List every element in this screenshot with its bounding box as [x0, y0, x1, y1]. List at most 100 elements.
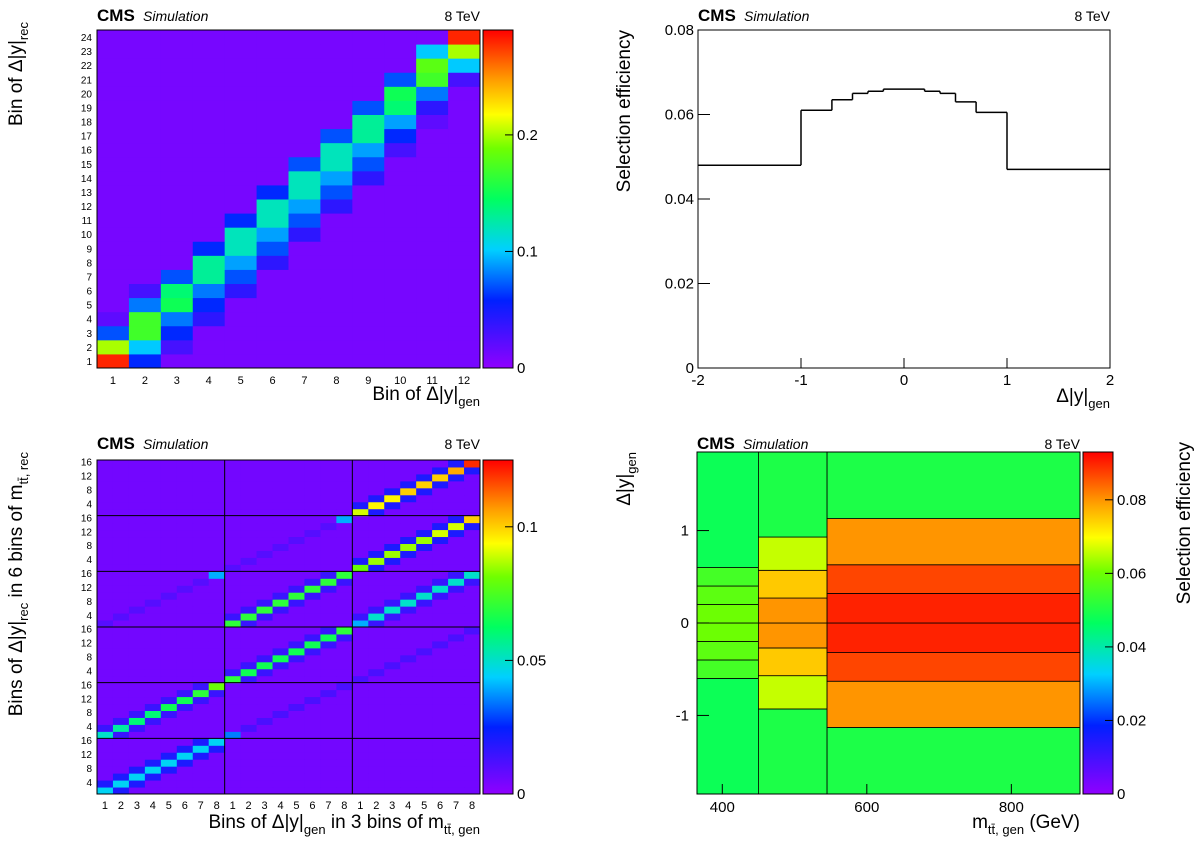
- heatmap-cell: [160, 353, 194, 369]
- heatmap-cell: [336, 550, 353, 558]
- heatmap-cell: [400, 731, 417, 739]
- heatmap-cell: [224, 627, 242, 635]
- heatmap-cell: [352, 515, 369, 524]
- heatmap-cell: [128, 682, 146, 691]
- heatmap-cell: [97, 494, 114, 503]
- heatmap-cell: [320, 543, 337, 551]
- heatmap-cell: [826, 564, 1081, 594]
- heatmap-cell: [208, 675, 226, 684]
- heatmap-cell: [288, 738, 305, 746]
- heatmap-cell: [416, 689, 433, 698]
- heatmap-cell: [416, 269, 449, 284]
- heatmap-cell: [224, 738, 242, 746]
- heatmap-cell: [304, 773, 321, 781]
- heatmap-cell: [240, 550, 258, 558]
- heatmap-cell: [240, 578, 258, 586]
- heatmap-cell: [128, 773, 146, 781]
- heatmap-cell: [352, 339, 385, 355]
- heatmap-cell: [320, 689, 337, 698]
- heatmap-cell: [416, 184, 449, 200]
- y-tick-label: 1: [86, 357, 92, 368]
- x-tick-label: 400: [710, 799, 735, 816]
- heatmap-cell: [320, 460, 337, 468]
- heatmap-cell: [304, 710, 321, 718]
- heatmap-cell: [176, 487, 194, 496]
- heatmap-cell: [176, 508, 194, 517]
- y-tick-label: 16: [81, 625, 93, 636]
- heatmap-cell: [240, 773, 258, 781]
- heatmap-cell: [208, 682, 226, 691]
- heatmap-cell: [432, 787, 449, 795]
- heatmap-cell: [160, 627, 178, 635]
- heatmap-cell: [256, 501, 274, 510]
- heatmap-cell: [272, 606, 289, 614]
- heatmap-cell: [304, 557, 321, 565]
- heatmap-cell: [192, 213, 226, 228]
- heatmap-cell: [240, 759, 258, 767]
- heatmap-cell: [432, 543, 449, 551]
- heatmap-cell: [416, 578, 433, 586]
- y-tick-label: 12: [81, 527, 93, 538]
- heatmap-cell: [304, 578, 321, 586]
- heatmap-cell: [448, 297, 481, 313]
- heatmap-cell: [288, 773, 305, 781]
- heatmap-cell: [320, 627, 337, 635]
- heatmap-cell: [352, 156, 385, 172]
- heatmap-cell: [144, 675, 162, 684]
- heatmap-cell: [272, 703, 289, 711]
- heatmap-cell: [368, 508, 385, 517]
- heatmap-cell: [256, 543, 274, 551]
- heatmap-cell: [352, 661, 369, 670]
- heatmap-cell: [97, 515, 114, 524]
- heatmap-cell: [240, 564, 258, 572]
- y-tick-label: 22: [81, 61, 93, 72]
- heatmap-cell: [128, 30, 162, 45]
- heatmap-cell: [448, 128, 481, 144]
- colorbar-tick-label: 0: [1117, 786, 1125, 803]
- heatmap-cell: [384, 752, 401, 760]
- heatmap-cell: [97, 522, 114, 531]
- heatmap-cell: [352, 255, 385, 270]
- heatmap-cell: [160, 717, 178, 725]
- heatmap-cell: [224, 213, 258, 228]
- heatmap-cell: [304, 675, 321, 684]
- heatmap-cell: [384, 353, 417, 369]
- heatmap-cell: [336, 759, 353, 767]
- heatmap-cell: [208, 745, 226, 753]
- heatmap-cell: [256, 696, 274, 705]
- heatmap-cell: [368, 689, 385, 698]
- heatmap-cell: [224, 529, 242, 538]
- heatmap-cell: [240, 606, 258, 614]
- x-tick-label: 8: [341, 800, 347, 812]
- heatmap-cell: [256, 311, 289, 327]
- label-subscript: rec: [16, 602, 31, 621]
- heatmap-cell: [192, 675, 210, 684]
- heatmap-cell: [224, 752, 242, 760]
- heatmap-cell: [288, 142, 321, 158]
- heatmap-cell: [144, 501, 162, 510]
- heatmap-cell: [464, 661, 481, 670]
- heatmap-cell: [352, 501, 369, 510]
- heatmap-cell: [97, 773, 114, 781]
- heatmap-cell: [160, 30, 194, 45]
- colorbar-tick-label: 0.08: [1117, 492, 1146, 509]
- heatmap-cell: [272, 501, 289, 510]
- heatmap-cell: [416, 571, 433, 579]
- heatmap-cell: [97, 599, 114, 607]
- heatmap-cell: [128, 460, 146, 468]
- heatmap-cell: [256, 473, 274, 482]
- heatmap-cell: [320, 86, 353, 101]
- heatmap-cell: [128, 227, 162, 242]
- heatmap-cell: [448, 557, 465, 565]
- heatmap-cell: [416, 515, 433, 524]
- heatmap-cell: [448, 30, 481, 45]
- heatmap-cell: [112, 668, 130, 677]
- heatmap-cell: [384, 654, 401, 663]
- axis-label: Bins of Δ|y|gen in 3 bins of mtt̄, gen: [208, 812, 480, 837]
- heatmap-cell: [352, 128, 385, 144]
- heatmap-cell: [208, 585, 226, 593]
- heatmap-cell: [400, 682, 417, 691]
- y-tick-label: 4: [86, 722, 92, 733]
- heatmap-cell: [160, 487, 178, 496]
- heatmap-cell: [208, 487, 226, 496]
